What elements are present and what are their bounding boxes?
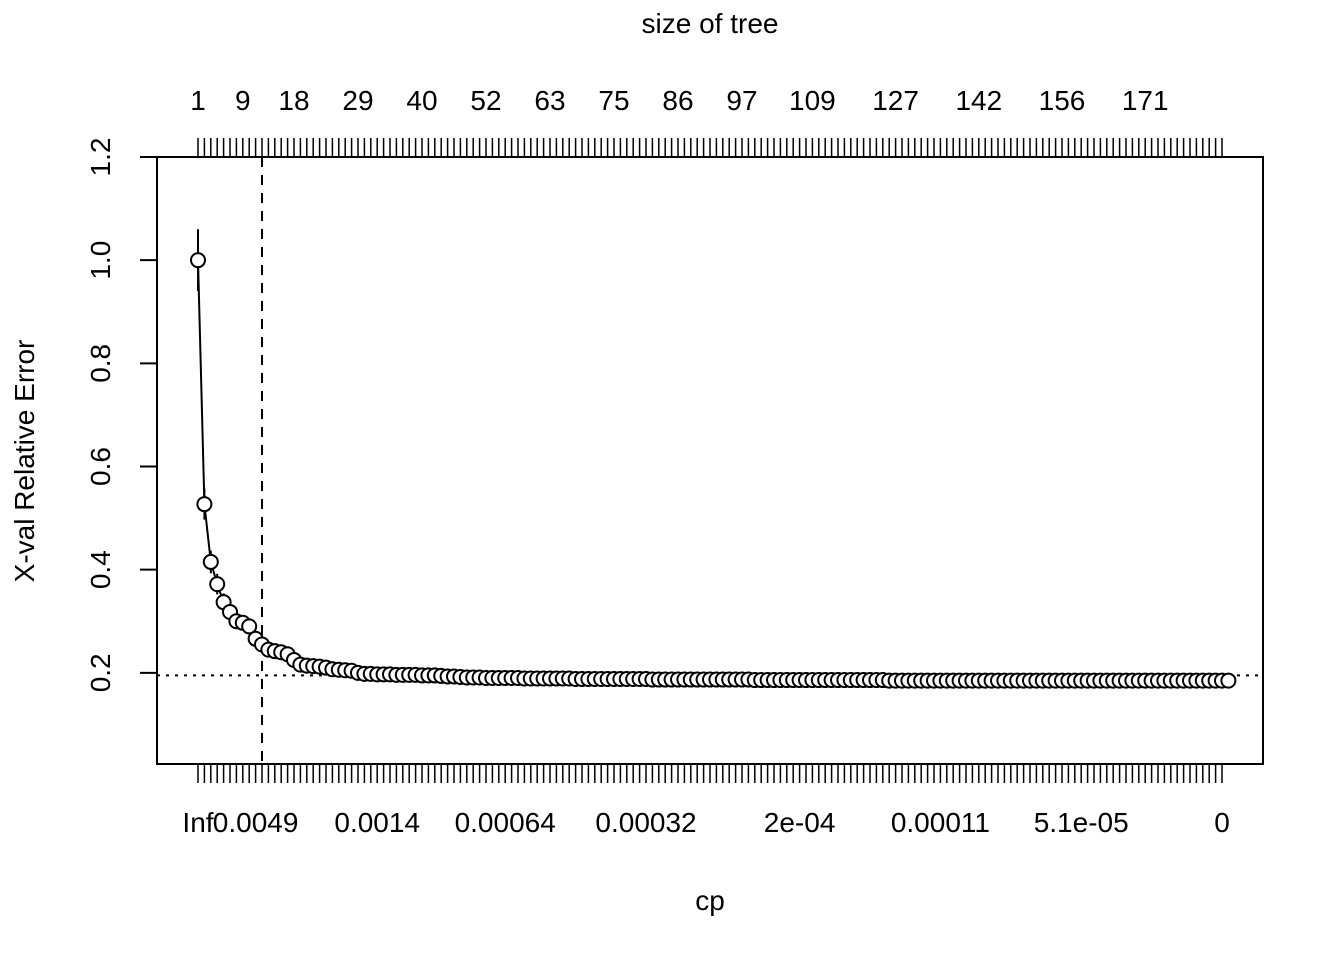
top-tick-label: 29 [342, 85, 373, 116]
data-point [1220, 672, 1237, 689]
bottom-tick-label: 0.0014 [334, 807, 420, 838]
top-tick-label: 75 [598, 85, 629, 116]
data-point [241, 618, 258, 635]
y-tick-label: 1.2 [85, 138, 116, 177]
top-tick-label: 63 [534, 85, 565, 116]
data-point [196, 496, 213, 513]
bottom-tick-label: 0.00011 [891, 807, 990, 838]
reference-lines [157, 157, 1263, 764]
bottom-axis-ticks [197, 764, 1223, 783]
top-axis-labels: 1 9 18 29 40 52 63 75 86 97 109 127 142 156 171 [190, 85, 1168, 116]
data-point [202, 553, 219, 570]
top-tick-label: 18 [278, 85, 309, 116]
top-tick-label: 97 [726, 85, 757, 116]
top-tick-label: 142 [955, 85, 1002, 116]
top-axis-title: size of tree [642, 8, 779, 39]
top-axis-ticks [197, 138, 1223, 158]
y-tick-label: 0.8 [85, 344, 116, 383]
bottom-tick-label: 0.0049 [213, 807, 299, 838]
bottom-tick-label: 0.00064 [455, 807, 556, 838]
top-tick-label: 127 [872, 85, 919, 116]
y-axis-title: X-val Relative Error [9, 340, 40, 583]
bottom-tick-label: 0.00032 [595, 807, 696, 838]
y-tick-label: 0.4 [85, 550, 116, 589]
bottom-tick-label: 5.1e-05 [1034, 807, 1129, 838]
series-line [197, 260, 1229, 682]
data-point [190, 252, 206, 269]
top-tick-label: 52 [470, 85, 501, 116]
x-axis-title: cp [695, 885, 725, 916]
y-tick-label: 0.6 [85, 447, 116, 486]
top-tick-label: 86 [662, 85, 693, 116]
y-tick-label: 1.0 [85, 241, 116, 280]
series-xerror [190, 229, 1237, 689]
y-tick-label: 0.2 [85, 653, 116, 692]
bottom-tick-label: Inf [182, 807, 213, 838]
top-tick-label: 156 [1039, 85, 1086, 116]
bottom-tick-label: 0 [1214, 807, 1230, 838]
top-tick-label: 1 [190, 85, 206, 116]
top-tick-label: 109 [789, 85, 836, 116]
top-tick-label: 9 [235, 85, 251, 116]
data-point [209, 576, 226, 593]
top-tick-label: 40 [406, 85, 437, 116]
bottom-tick-label: 2e-04 [764, 807, 836, 838]
y-axis: 0.2 0.4 0.6 0.8 1.0 1.2 [85, 138, 158, 692]
top-tick-label: 171 [1122, 85, 1169, 116]
bottom-axis-labels: Inf 0.0049 0.0014 0.00064 0.00032 2e-04 0.0001… [182, 807, 1229, 838]
